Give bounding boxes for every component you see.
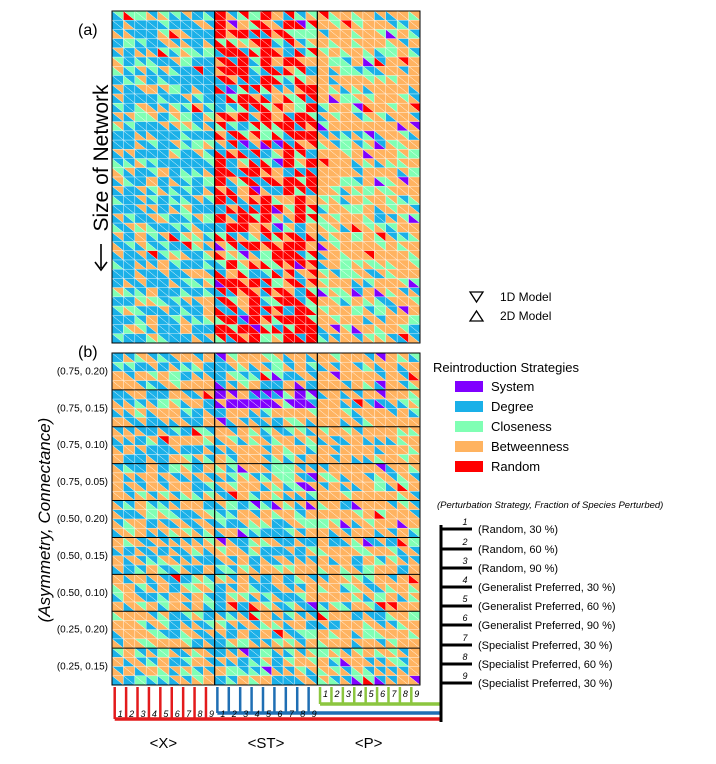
legend-label-betweenness: Betweenness (491, 439, 570, 454)
model-legend-1d: 1D Model (500, 290, 551, 304)
column-index-label: 3 (141, 709, 146, 719)
perturbation-label: (Random, 90 %) (478, 563, 558, 575)
row-group-label: (0.25, 0.20) (57, 625, 108, 636)
triangle-down-icon (468, 291, 485, 304)
heatmap-panel-b (111, 352, 421, 686)
legend-label-random: Random (491, 459, 540, 474)
column-index-label: 9 (209, 709, 214, 719)
row-group-label: (0.50, 0.20) (57, 514, 108, 525)
strategy-legend: 1D Model 2D Model Reintroduction Strategie… (433, 290, 579, 474)
panel-a-frame (111, 10, 421, 344)
perturbation-index: 1 (462, 517, 467, 527)
legend-label-degree: Degree (491, 399, 534, 414)
column-group-label: <X> (150, 735, 178, 752)
row-group-label: (0.75, 0.10) (57, 440, 108, 451)
perturbation-label: (Random, 60 %) (478, 544, 558, 556)
column-index-label: 4 (357, 689, 362, 699)
y-axis-label-a: Size of Network (90, 84, 113, 232)
row-group-label: (0.50, 0.10) (57, 588, 108, 599)
legend-swatch-closeness (455, 421, 483, 432)
column-index-label: 5 (369, 689, 375, 699)
column-index-label: 4 (152, 709, 157, 719)
legend-swatch-degree (455, 401, 483, 412)
column-index-label: 4 (255, 709, 260, 719)
legend-swatch-random (455, 461, 483, 472)
legend-swatch-betweenness (455, 441, 483, 452)
perturbation-label: (Specialist Preferred, 60 %) (478, 659, 613, 671)
column-index-label: 2 (231, 709, 237, 719)
heatmap-panel-a (111, 10, 421, 344)
perturbation-index: 2 (461, 537, 467, 547)
row-group-label: (0.75, 0.15) (57, 403, 108, 414)
legend-label-system: System (491, 379, 534, 394)
perturbation-title: (Perturbation Strategy, Fraction of Spec… (437, 500, 663, 511)
panel-label-a: (a) (78, 22, 98, 39)
legend-title: Reintroduction Strategies (433, 360, 579, 375)
column-index-label: 8 (198, 709, 203, 719)
perturbation-index: 6 (462, 613, 467, 623)
column-group-bracket: 1 2 3 4 5 6 7 8 9 1 2 3 4 5 6 7 8 91 2 3 4 5 6 7 8 9 (113, 687, 440, 721)
perturbation-index: 9 (462, 671, 467, 681)
column-index-label: 8 (403, 689, 408, 699)
model-legend-2d: 2D Model (500, 309, 551, 323)
column-index-label: 2 (128, 709, 134, 719)
row-group-label: (0.50, 0.15) (57, 551, 108, 562)
column-index-label: 6 (175, 709, 180, 719)
column-index-label: 3 (243, 709, 248, 719)
column-group-label: <P> (355, 735, 383, 752)
perturbation-label: (Specialist Preferred, 30 %) (478, 640, 613, 652)
column-index-label: 6 (380, 689, 385, 699)
perturbation-label: (Generalist Preferred, 30 %) (478, 582, 616, 594)
down-arrow-icon (94, 244, 108, 272)
perturbation-index: 4 (462, 575, 467, 585)
perturbation-index: 8 (462, 652, 467, 662)
column-index-label: 8 (300, 709, 305, 719)
row-group-label: (0.75, 0.05) (57, 477, 108, 488)
column-index-label: 1 (220, 709, 225, 719)
row-group-label: (0.25, 0.15) (57, 662, 108, 673)
perturbation-index: 7 (462, 633, 468, 643)
column-index-label: 6 (277, 709, 282, 719)
column-index-label: 1 (323, 689, 328, 699)
column-group-label: <ST> (248, 735, 285, 752)
perturbation-label: (Specialist Preferred, 30 %) (478, 678, 613, 690)
perturbation-label: (Generalist Preferred, 90 %) (478, 620, 616, 632)
column-index-label: 2 (333, 689, 339, 699)
legend-label-closeness: Closeness (491, 419, 552, 434)
row-group-label: (0.75, 0.20) (57, 366, 108, 377)
perturbation-legend: (Perturbation Strategy, Fraction of Spec… (437, 500, 663, 722)
perturbation-index: 5 (462, 594, 468, 604)
column-index-label: 1 (118, 709, 123, 719)
perturbation-index: 3 (462, 556, 467, 566)
column-index-label: 9 (414, 689, 419, 699)
perturbation-label: (Random, 30 %) (478, 524, 558, 536)
column-index-label: 7 (391, 689, 397, 699)
y-axis-label-b: (Asymmetry, Connectance) (35, 418, 54, 623)
column-index-label: 3 (346, 689, 351, 699)
legend-swatch-system (455, 381, 483, 392)
perturbation-label: (Generalist Preferred, 60 %) (478, 601, 616, 613)
triangle-up-icon (468, 309, 485, 322)
column-index-label: 9 (312, 709, 317, 719)
panel-label-b: (b) (78, 344, 98, 361)
